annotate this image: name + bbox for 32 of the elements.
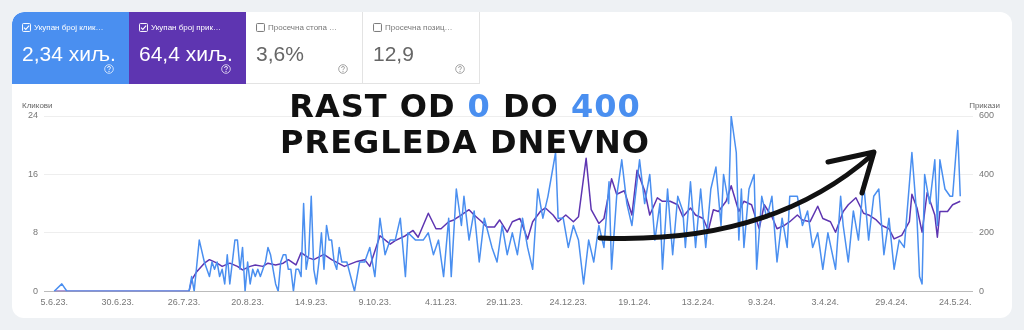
- y-axis-title: Кликови: [22, 101, 53, 111]
- x-tick-label: 19.1.24.: [618, 297, 651, 308]
- x-tick-label: 29.11.23.: [486, 297, 524, 308]
- y-tick-label: 0: [33, 285, 39, 296]
- x-tick-label: 24.5.24.: [938, 297, 972, 308]
- y-tick-label: 24: [28, 110, 39, 121]
- y2-tick-label: 0: [978, 285, 984, 296]
- text: Просечна позиц…: [385, 23, 453, 32]
- x-tick-label: 13.2.24.: [681, 297, 715, 308]
- y-tick-label: 8: [33, 227, 39, 238]
- x-tick-label: 29.4.24.: [875, 297, 908, 308]
- x-tick-label: 9.3.24.: [747, 297, 776, 308]
- text: 3,6%: [256, 42, 304, 66]
- x-tick-label: 26.7.23.: [167, 297, 201, 308]
- x-tick-label: 30.6.23.: [101, 297, 135, 308]
- x-tick-label: 4.11.23.: [425, 297, 457, 308]
- x-tick-label: 3.4.24.: [811, 297, 840, 308]
- text: Укупан број клик…: [34, 23, 104, 32]
- text: 12,9: [373, 42, 414, 66]
- x-tick-label: 20.8.23.: [231, 297, 264, 308]
- x-tick-label: 24.12.23.: [549, 297, 588, 308]
- x-tick-label: 5.6.23.: [40, 297, 68, 308]
- y2-tick-label: 600: [978, 110, 995, 121]
- y2-axis-title: Прикази: [969, 101, 1000, 111]
- x-tick-label: 9.10.23.: [358, 297, 392, 308]
- text: Просечна стопа …: [268, 23, 338, 32]
- y2-tick-label: 200: [978, 227, 995, 238]
- y2-tick-label: 400: [978, 168, 995, 179]
- y-tick-label: 16: [28, 168, 39, 179]
- x-tick-label: 14.9.23.: [294, 297, 328, 308]
- text: 2,34 хиљ.: [22, 42, 116, 66]
- chart-title: RAST OD 0 DO 400 PREGLEDA DNEVNO: [280, 87, 650, 161]
